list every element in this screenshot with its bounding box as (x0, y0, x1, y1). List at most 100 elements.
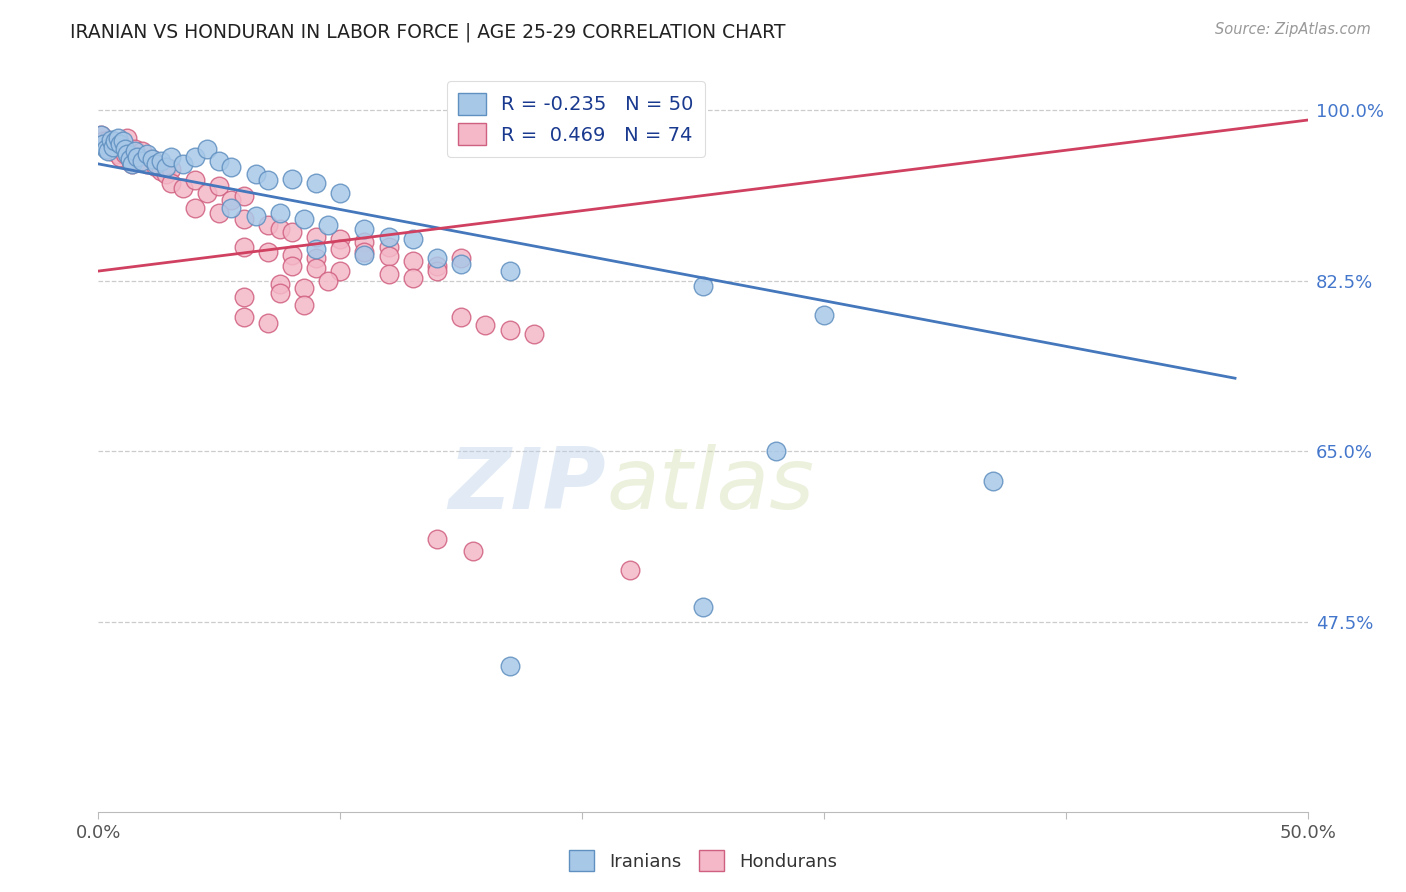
Point (269, 277, 291, 291)
Point (108, 150, 131, 164)
Point (269, 222, 291, 236)
Point (118, 152, 141, 166)
Point (353, 222, 375, 236)
Point (150, 163, 173, 178)
Point (111, 142, 134, 156)
Point (97, 145, 120, 159)
Point (256, 219, 278, 233)
Point (124, 145, 146, 159)
Point (305, 230, 328, 244)
Point (813, 308, 835, 322)
Point (208, 205, 231, 219)
Point (305, 252, 328, 266)
Point (329, 232, 352, 246)
Point (160, 177, 183, 191)
Point (256, 316, 278, 330)
Point (450, 310, 472, 324)
Point (619, 563, 641, 577)
Point (269, 286, 291, 301)
Point (329, 264, 352, 278)
Point (426, 264, 449, 278)
Point (450, 252, 472, 266)
Point (402, 254, 425, 268)
Point (377, 250, 399, 264)
Point (377, 240, 399, 254)
Point (127, 153, 149, 168)
Point (221, 193, 243, 207)
Point (281, 259, 304, 273)
Point (172, 181, 194, 195)
Point (232, 212, 254, 227)
Point (292, 212, 315, 227)
Point (107, 147, 129, 161)
Point (692, 278, 714, 293)
Point (145, 157, 167, 171)
Point (141, 152, 163, 166)
Point (111, 135, 134, 149)
Legend: R = -0.235   N = 50, R =  0.469   N = 74: R = -0.235 N = 50, R = 0.469 N = 74 (447, 81, 706, 157)
Point (118, 152, 141, 166)
Point (155, 160, 177, 174)
Point (474, 318, 496, 332)
Point (145, 160, 167, 174)
Point (208, 179, 231, 194)
Point (981, 474, 1004, 488)
Point (104, 142, 127, 156)
Point (121, 157, 143, 171)
Point (160, 161, 183, 176)
Point (94, 140, 117, 154)
Point (100, 145, 122, 159)
Point (305, 261, 328, 276)
Point (184, 150, 207, 164)
Text: ZIP: ZIP (449, 444, 606, 527)
Legend: Iranians, Hondurans: Iranians, Hondurans (562, 843, 844, 879)
Point (256, 173, 278, 187)
Point (221, 160, 243, 174)
Point (329, 242, 352, 256)
Point (256, 244, 278, 259)
Point (221, 201, 243, 215)
Point (131, 153, 153, 168)
Point (135, 147, 157, 161)
Point (208, 153, 231, 168)
Text: Source: ZipAtlas.com: Source: ZipAtlas.com (1215, 22, 1371, 37)
Point (426, 252, 449, 266)
Point (160, 150, 183, 164)
Point (498, 264, 520, 278)
Point (498, 658, 520, 673)
Point (269, 205, 291, 219)
Point (195, 142, 218, 156)
Point (97, 132, 120, 146)
Point (90, 128, 112, 142)
Point (377, 230, 399, 244)
Point (281, 171, 304, 186)
Point (305, 242, 328, 256)
Point (353, 244, 375, 259)
Point (292, 298, 315, 312)
Point (765, 444, 787, 458)
Point (316, 219, 339, 233)
Point (353, 247, 375, 261)
Point (117, 130, 139, 145)
Point (184, 201, 207, 215)
Point (135, 157, 157, 171)
Point (150, 153, 173, 168)
Point (692, 600, 714, 615)
Point (127, 150, 149, 164)
Point (426, 259, 449, 273)
Point (281, 225, 304, 239)
Point (402, 232, 425, 246)
Point (91, 137, 114, 152)
Point (117, 147, 139, 161)
Point (329, 186, 352, 201)
Point (100, 132, 122, 146)
Text: atlas: atlas (606, 444, 814, 527)
Point (90, 128, 112, 142)
Point (101, 137, 124, 152)
Point (232, 240, 254, 254)
Point (232, 310, 254, 324)
Point (172, 157, 194, 171)
Point (305, 177, 328, 191)
Point (94, 142, 117, 156)
Point (91, 135, 114, 149)
